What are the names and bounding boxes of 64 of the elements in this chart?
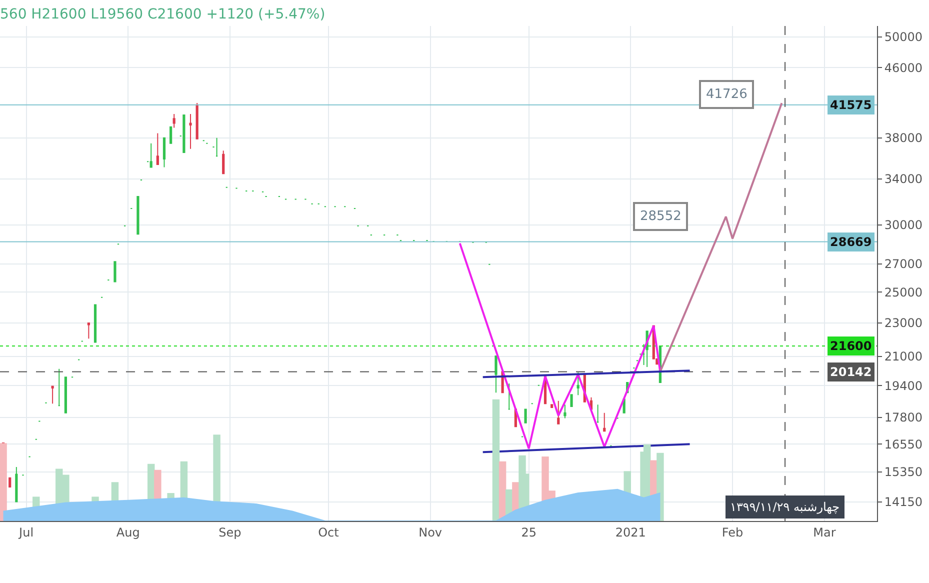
candlestick [182,114,186,153]
candlestick [508,382,510,410]
ref-line-label: 41575 [830,98,872,112]
x-tick-label: 2021 [615,525,646,540]
candlestick [87,322,90,340]
x-tick-label: Feb [722,525,744,540]
candlestick [576,372,580,396]
y-tick-label: 30000 [884,218,923,232]
x-tick-label: Mar [813,525,836,540]
y-tick-label: 21000 [884,350,923,364]
candlestick [64,376,67,414]
y-tick-label: 34000 [884,172,923,186]
candlestick [524,408,527,424]
y-tick-label: 27000 [884,257,923,272]
ref-line-label: 20142 [830,365,872,379]
x-tick-label: Sep [218,525,242,540]
ref-line-label: 28669 [830,235,872,249]
candlestick [114,261,116,282]
y-tick-label: 25000 [884,285,923,300]
candlestick [222,150,225,174]
ref-line-label: چهارشنبه ۱۳۹۹/۱۱/۲۹ [730,500,840,514]
x-tick-label: Aug [116,525,140,540]
candlestick [564,404,566,419]
x-tick-label: Oct [318,525,340,540]
annotation: 28552 [640,209,682,224]
candlestick [494,356,498,394]
candlestick [172,114,176,128]
candlestick [8,477,12,488]
candlestick [94,304,97,343]
y-tick-label: 15350 [884,464,923,479]
x-tick-label: Jul [18,525,34,540]
candlestick [189,114,192,150]
candlestick [136,196,140,235]
x-tick-label: Nov [418,525,442,540]
y-tick-label: 17800 [884,410,923,424]
candlestick [58,368,60,406]
y-tick-label: 46000 [884,60,923,75]
y-tick-label: 23000 [884,316,923,330]
y-tick-label: 19400 [884,378,923,393]
candlestick [215,137,218,157]
candlestick [150,142,152,168]
bar [0,443,7,521]
candlestick [642,344,646,366]
candlestick [596,404,600,424]
bar [492,399,500,521]
candlestick [603,412,606,432]
y-tick-label: 16550 [884,437,923,452]
annotation: 41726 [706,87,748,102]
y-tick-label: 50000 [884,30,923,44]
ref-line-label: 21600 [830,339,872,353]
chart-title: 560 H21600 L19560 C21600 +1120 (+5.47%) [0,6,326,23]
candlestick [15,466,18,502]
line-series [458,242,662,450]
candlestick [196,102,198,140]
y-tick-label: 38000 [884,131,923,146]
candlestick [570,394,573,407]
candlestick [550,404,554,408]
y-tick-label: 14150 [884,494,923,509]
candlestick [170,126,172,144]
candlestick [162,137,166,168]
x-tick-label: 25 [521,525,536,540]
candlestick [557,400,560,424]
candlestick [51,386,54,404]
candlestick [156,132,159,165]
